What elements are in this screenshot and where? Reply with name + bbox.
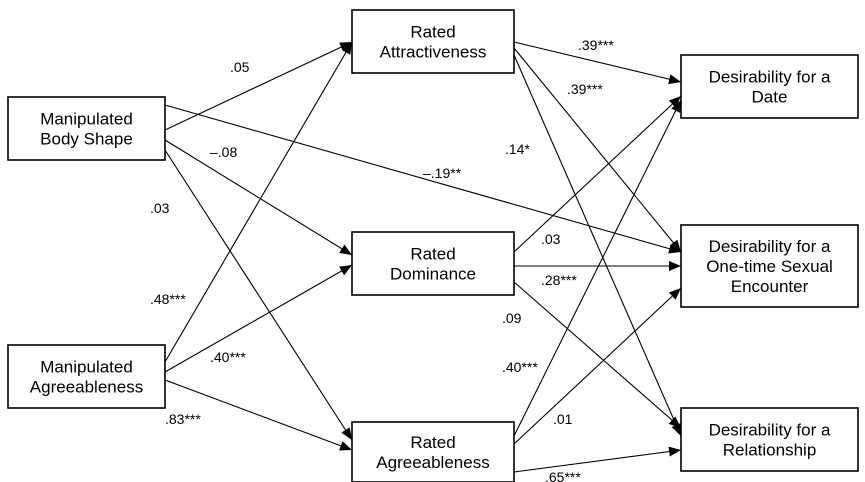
node-text-sexual-0: Desirability for a (709, 237, 831, 256)
edge-label-body-shape-to-rated-dom: –.08 (210, 144, 237, 160)
edge-agreeableness-to-rated-agree (164, 379, 353, 451)
edge-label-rated-dom-to-date: .03 (541, 231, 561, 247)
node-text-relationship-1: Relationship (723, 441, 817, 460)
edge-label-rated-dom-to-sexual: .28*** (541, 272, 577, 288)
edge-body-shape-to-sexual (164, 104, 682, 254)
edge-rated-agree-to-date (513, 99, 682, 437)
edge-label-agreeableness-to-rated-dom: .40*** (210, 349, 246, 365)
node-box-rated-attr (351, 9, 515, 74)
edge-label-body-shape-to-rated-attr: .05 (230, 59, 250, 75)
edge-body-shape-to-rated-agree (164, 149, 353, 441)
edge-rated-attr-to-relationship (513, 54, 682, 437)
node-text-sexual-2: Encounter (731, 277, 809, 296)
node-box-date (680, 54, 859, 119)
node-text-rated-dom-1: Dominance (390, 265, 476, 284)
node-box-sexual (680, 224, 859, 308)
node-box-body-shape (7, 96, 166, 161)
edge-label-agreeableness-to-rated-attr: .48*** (150, 291, 186, 307)
edge-body-shape-to-rated-dom (164, 139, 353, 256)
edge-agreeableness-to-rated-dom (164, 264, 353, 373)
node-text-date-1: Date (752, 88, 788, 107)
node-text-rated-attr-0: Rated (410, 23, 455, 42)
edge-rated-attr-to-sexual (513, 47, 682, 253)
node-box-rated-agree (351, 421, 515, 482)
node-text-date-0: Desirability for a (709, 68, 831, 87)
edge-label-rated-attr-to-sexual: .39*** (567, 81, 603, 97)
edge-rated-agree-to-relationship (513, 446, 682, 473)
node-text-body-shape-0: Manipulated (40, 110, 133, 129)
edge-rated-agree-to-sexual (513, 287, 682, 445)
edge-rated-dom-to-relationship (513, 281, 682, 429)
node-text-rated-dom-0: Rated (410, 245, 455, 264)
node-text-rated-attr-1: Attractiveness (380, 43, 487, 62)
edge-label-rated-agree-to-relationship: .65*** (545, 469, 581, 482)
edge-rated-attr-to-date (513, 41, 682, 85)
node-text-rated-agree-1: Agreeableness (376, 453, 489, 472)
node-text-agreeableness-1: Agreeableness (30, 378, 143, 397)
edge-label-rated-agree-to-sexual: .01 (553, 411, 573, 427)
edge-label-body-shape-to-sexual: –.19** (423, 165, 462, 181)
edge-label-body-shape-to-rated-agree: .03 (150, 200, 170, 216)
edge-label-rated-dom-to-relationship: .09 (502, 310, 522, 326)
edge-rated-dom-to-date (513, 95, 682, 253)
edge-agreeableness-to-rated-attr (164, 41, 353, 363)
node-text-relationship-0: Desirability for a (709, 421, 831, 440)
edge-label-rated-attr-to-relationship: .14* (505, 141, 530, 157)
node-text-body-shape-1: Body Shape (40, 130, 133, 149)
edge-label-rated-attr-to-date: .39*** (578, 37, 614, 53)
node-text-agreeableness-0: Manipulated (40, 358, 133, 377)
edge-label-agreeableness-to-rated-agree: .83*** (165, 411, 201, 427)
node-box-agreeableness (7, 344, 166, 409)
edge-body-shape-to-rated-attr (164, 41, 353, 131)
node-box-relationship (680, 407, 859, 472)
node-text-rated-agree-0: Rated (410, 433, 455, 452)
node-box-rated-dom (351, 231, 515, 296)
node-text-sexual-1: One-time Sexual (706, 257, 833, 276)
edge-label-rated-agree-to-date: .40*** (502, 359, 538, 375)
